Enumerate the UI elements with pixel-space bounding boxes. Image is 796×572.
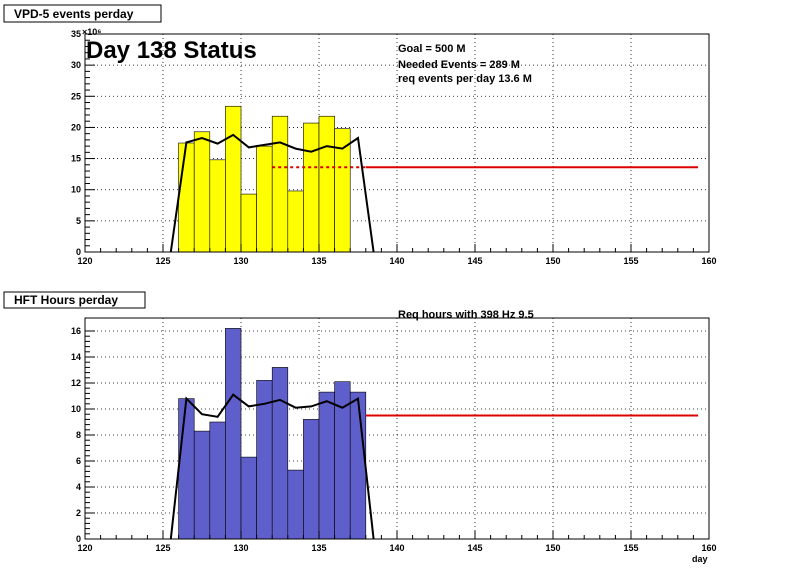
y-tick-label: 20 — [71, 122, 81, 132]
y-tick-label: 8 — [76, 430, 81, 440]
y-tick-label: 4 — [76, 482, 81, 492]
x-tick-label: 145 — [467, 543, 482, 553]
y-tick-label: 10 — [71, 185, 81, 195]
x-tick-label: 150 — [545, 543, 560, 553]
y-exponent-label: ×10⁶ — [82, 27, 101, 37]
x-tick-label: 150 — [545, 256, 560, 266]
x-tick-label: 155 — [623, 256, 638, 266]
x-tick-label: 160 — [701, 543, 716, 553]
x-axis-label: day — [692, 554, 708, 564]
req-hours-text: Req hours with 398 Hz 9.5 — [398, 309, 534, 321]
bottom-panel-title-box: HFT Hours perday — [3, 291, 146, 309]
x-tick-label: 140 — [389, 256, 404, 266]
needed-events-text: Needed Events = 289 M — [398, 59, 520, 71]
bar — [240, 456, 257, 540]
goal-text: Goal = 500 M — [398, 43, 466, 55]
x-tick-label: 145 — [467, 256, 482, 266]
bar — [287, 190, 304, 253]
top-panel-title: VPD-5 events perday — [14, 7, 134, 21]
average-line — [169, 393, 375, 540]
x-tick-label: 125 — [155, 256, 170, 266]
bar — [193, 131, 211, 253]
bar — [271, 367, 289, 540]
y-tick-label: 16 — [71, 326, 81, 336]
x-tick-label: 160 — [701, 256, 716, 266]
y-tick-label: 14 — [71, 352, 81, 362]
average-line — [169, 133, 375, 253]
y-tick-label: 12 — [71, 378, 81, 388]
bar — [349, 391, 367, 540]
y-tick-label: 6 — [76, 456, 81, 466]
x-tick-label: 135 — [311, 543, 326, 553]
bar — [193, 430, 211, 540]
bar — [256, 145, 273, 253]
bar — [225, 105, 242, 253]
bar — [287, 469, 304, 540]
req-events-text: req events per day 13.6 M — [398, 73, 532, 85]
bar — [318, 391, 335, 540]
x-tick-label: 130 — [233, 256, 248, 266]
bar — [178, 142, 195, 253]
y-tick-label: 5 — [76, 216, 81, 226]
bar — [303, 122, 320, 253]
bar — [240, 193, 257, 253]
x-tick-label: 120 — [77, 256, 92, 266]
y-tick-label: 0 — [76, 247, 81, 257]
bar — [303, 419, 320, 540]
bar — [178, 398, 195, 540]
bar — [225, 328, 242, 540]
y-tick-label: 30 — [71, 60, 81, 70]
bottom-chart-panel: 120 125 130 135 140 145 150 155 160 0 2 4 6 8 10 12 14 16 — [71, 317, 717, 553]
y-tick-label: 10 — [71, 404, 81, 414]
x-tick-label: 140 — [389, 543, 404, 553]
top-chart-panel: 120 125 130 135 140 145 150 155 160 0 5 10 15 20 25 30 3… — [71, 29, 717, 266]
status-title: Day 138 Status — [86, 37, 257, 64]
x-tick-label: 155 — [623, 543, 638, 553]
bar — [209, 159, 226, 253]
bar — [209, 421, 226, 540]
y-tick-label: 2 — [76, 508, 81, 518]
y-tick-label: 35 — [71, 29, 81, 39]
y-tick-label: 15 — [71, 154, 81, 164]
y-tick-label: 0 — [76, 534, 81, 544]
x-tick-label: 130 — [233, 543, 248, 553]
top-panel-title-box: VPD-5 events perday — [3, 4, 162, 23]
bottom-panel-title: HFT Hours perday — [14, 293, 118, 307]
x-tick-label: 135 — [311, 256, 326, 266]
x-tick-label: 125 — [155, 543, 170, 553]
bar — [271, 115, 289, 253]
y-tick-label: 25 — [71, 91, 81, 101]
bar — [318, 115, 335, 253]
x-tick-label: 120 — [77, 543, 92, 553]
